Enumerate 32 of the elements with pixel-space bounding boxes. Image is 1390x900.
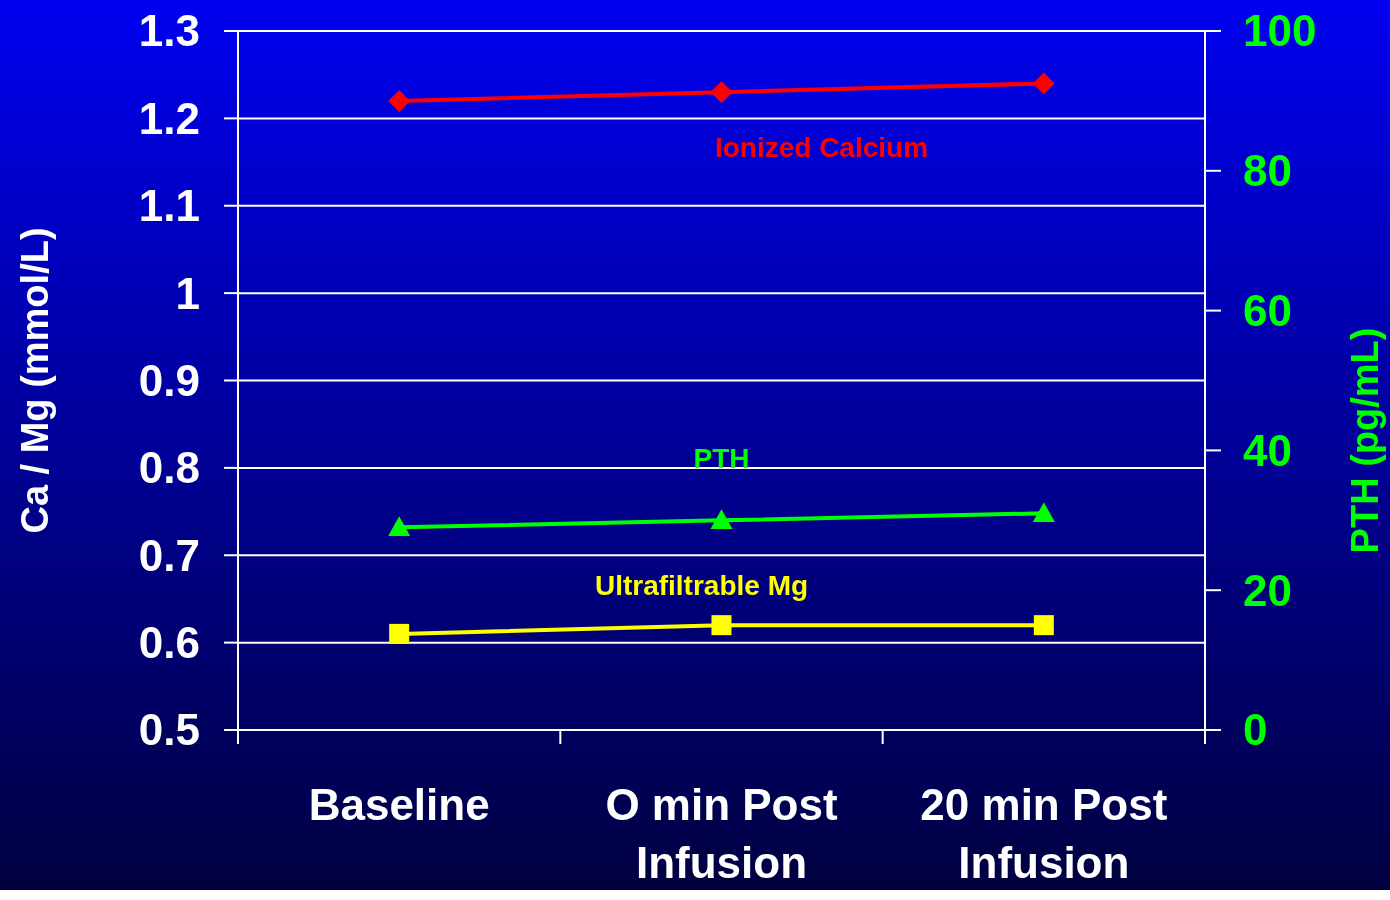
point (1033, 615, 1054, 636)
y-tick-label: 1 (175, 268, 200, 318)
series-label: PTH (693, 443, 750, 475)
y-tick-label: 0.9 (138, 355, 200, 405)
point (1032, 502, 1055, 523)
y-tick-label: 0.5 (138, 705, 200, 755)
y-tick-label: 1.2 (138, 93, 200, 143)
y2-tick-label: 80 (1243, 146, 1292, 196)
x-tick-label: 20 min Post Infusion (920, 780, 1168, 887)
point (711, 615, 732, 636)
point (1032, 72, 1055, 95)
x-tick-label: Baseline (308, 780, 490, 829)
y-tick-label: 0.7 (138, 530, 200, 580)
series-label: Ultrafiltrable Mg (594, 570, 809, 602)
y-tick-label: 0.8 (138, 443, 200, 493)
y-tick-label: 1.1 (138, 181, 200, 231)
y2-tick-label: 20 (1243, 565, 1292, 615)
y-axis-title: Ca / Mg (mmol/L) (14, 227, 56, 534)
y-tick-label: 0.6 (138, 618, 200, 668)
y-tick-label: 1.3 (138, 6, 200, 56)
point (389, 623, 410, 644)
series-label: Ionized Calcium (714, 132, 929, 164)
y2-tick-label: 100 (1243, 6, 1317, 56)
y2-tick-label: 40 (1243, 425, 1292, 475)
x-tick-label: O min Post Infusion (605, 780, 838, 887)
point (388, 89, 411, 112)
y2-tick-label: 0 (1243, 705, 1268, 755)
y2-axis-title: PTH (pg/mL) (1344, 327, 1386, 554)
point (710, 81, 733, 104)
point (388, 516, 411, 537)
point (710, 509, 733, 530)
y2-tick-label: 60 (1243, 286, 1292, 335)
